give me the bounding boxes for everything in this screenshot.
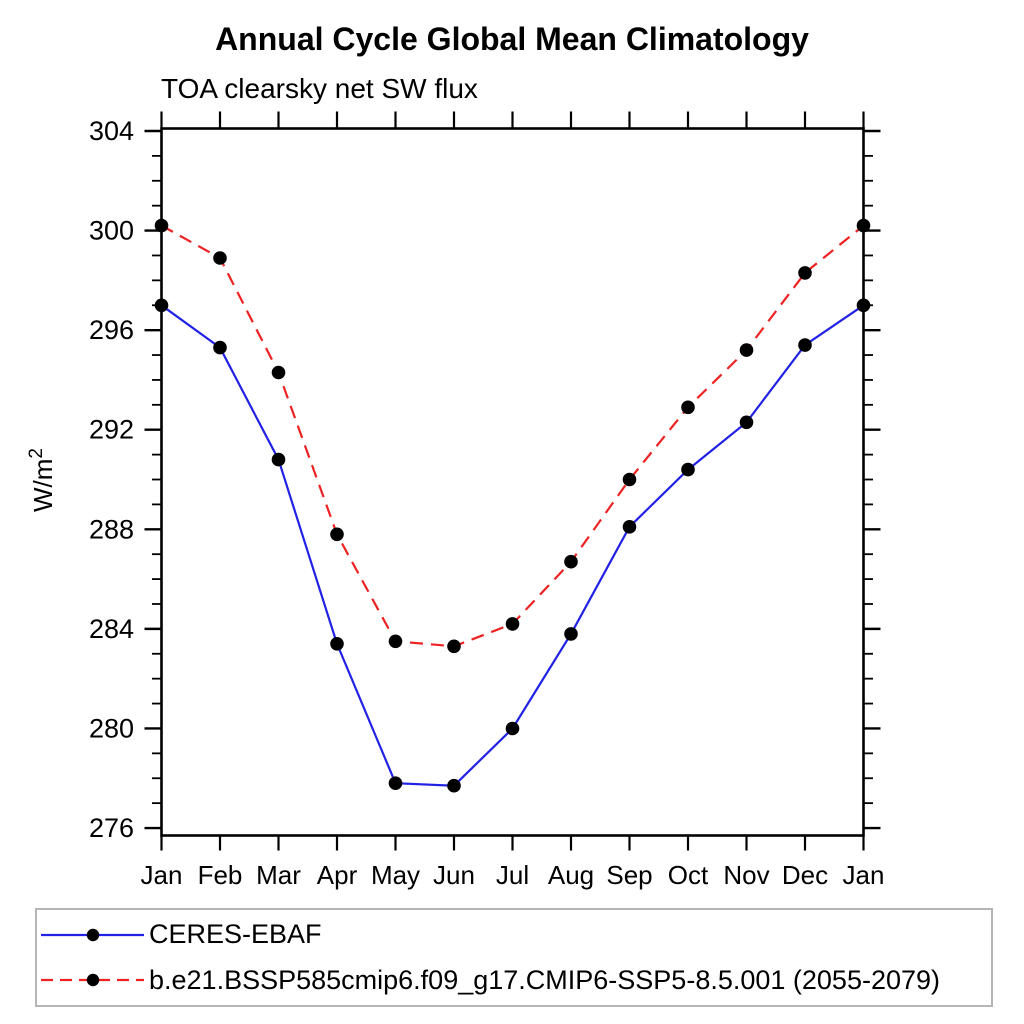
y-tick-label: 288 [89,514,134,544]
data-point-marker [505,721,520,736]
legend-line-sample-dashed [41,974,144,987]
data-point-marker [681,400,695,415]
y-tick-label: 276 [89,813,134,843]
legend: CERES-EBAF b.e21.BSSP585cmip6.f09_g17.CM… [35,908,993,1007]
data-point-marker [388,776,403,790]
y-axis-title: W/m2 [26,448,58,512]
data-point-marker [505,617,520,631]
data-point-marker [154,298,169,313]
month-label: Aug [548,860,594,890]
y-tick-label: 284 [89,614,134,644]
y-axis-title-text: W/m2 [26,448,58,512]
chart-subtitle: TOA clearsky net SW flux [161,73,478,104]
month-label: Apr [317,860,358,890]
month-label: Jun [433,860,475,890]
legend-label-model-ssp585: b.e21.BSSP585cmip6.f09_g17.CMIP6-SSP5-8.… [149,964,941,995]
data-point-marker [739,415,754,430]
month-label: May [371,860,420,890]
data-point-marker [564,627,578,641]
data-point-marker [681,462,695,477]
legend-label-ceres-ebaf: CERES-EBAF [149,919,322,950]
month-label: Jan [141,860,183,890]
data-point-marker [330,527,344,542]
y-tick-label: 292 [89,415,134,445]
legend-item-ceres-ebaf: CERES-EBAF [40,915,991,955]
legend-marker-dot-icon [86,974,100,987]
legend-line-sample-solid [41,928,144,941]
y-axis-tick-labels: 276 280 284 288 292 296 300 304 [89,116,134,843]
data-point-marker [330,637,344,651]
data-point-marker [622,472,637,487]
data-point-marker [213,251,227,265]
data-point-marker [213,340,227,355]
data-point-marker [798,266,812,280]
series-ceres-ebaf [154,298,871,793]
y-tick-label: 300 [89,216,134,246]
y-tick-label: 280 [89,713,134,743]
month-label: Mar [256,860,301,890]
month-label: Sep [606,860,652,890]
y-tick-label: 304 [89,116,134,146]
data-point-marker [271,365,286,380]
series-line [160,304,865,787]
month-label: Nov [723,860,769,890]
x-axis-month-ticks [160,111,865,851]
data-point-marker [271,452,286,467]
month-label: Feb [198,860,243,890]
month-label: Jul [496,860,529,890]
data-point-marker [564,554,578,569]
data-point-marker [447,639,461,654]
data-point-marker [388,634,403,649]
x-axis-month-labels: Jan Feb Mar Apr May Jun Jul Aug Sep Oct Nov Dec Jan [141,860,885,890]
month-label: Dec [782,860,828,890]
legend-item-model-ssp585: b.e21.BSSP585cmip6.f09_g17.CMIP6-SSP5-8.… [40,960,991,1000]
data-point-marker [856,218,871,233]
month-label: Oct [668,860,709,890]
data-point-marker [447,778,461,793]
chart-title: Annual Cycle Global Mean Climatology [215,21,809,57]
data-point-marker [798,338,812,352]
data-point-marker [739,343,754,357]
month-label: Jan [843,860,885,890]
data-point-marker [856,298,871,313]
series-model-ssp585 [154,218,871,654]
y-tick-label: 296 [89,315,134,345]
data-point-marker [154,218,169,233]
legend-marker-dot-icon [86,928,100,941]
data-point-marker [622,520,637,534]
